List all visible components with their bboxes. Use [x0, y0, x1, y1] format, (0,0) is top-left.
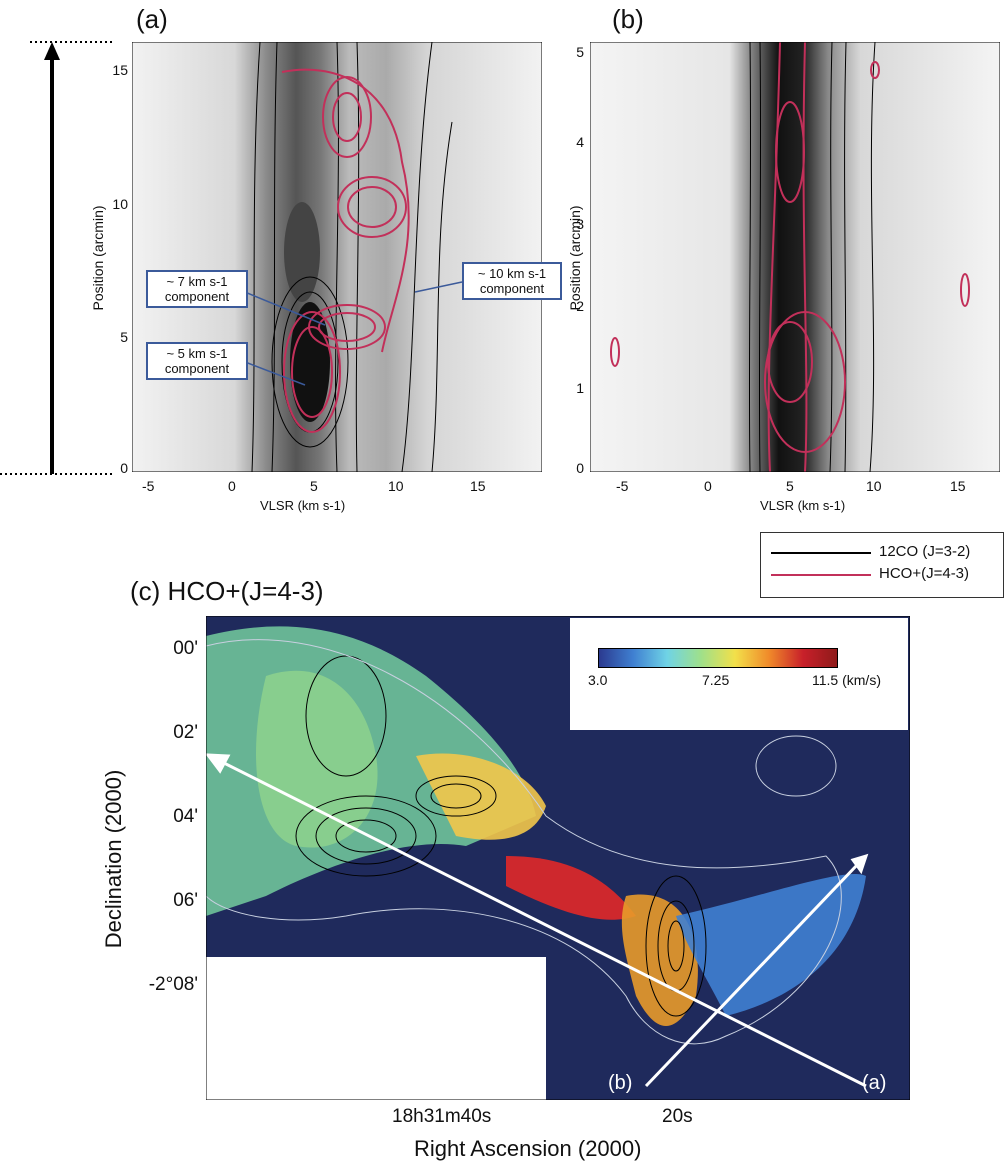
tick-label: -2°08'	[148, 974, 198, 995]
panel-a-plot	[132, 42, 542, 472]
position-arrow	[0, 41, 115, 475]
tick-label: 10	[866, 478, 882, 494]
tick-label: 15	[950, 478, 966, 494]
legend-swatch	[771, 574, 871, 576]
panel-b-x-ticks: -5 0 5 10 15	[590, 478, 1000, 496]
panel-a-x-label: VLSR (km s-1)	[260, 498, 346, 513]
tick-label: 3	[576, 216, 584, 232]
tick-label: 00'	[173, 638, 198, 659]
tick-label: 1	[576, 380, 584, 396]
callout-10kms: ~ 10 km s-1 component	[462, 262, 562, 300]
callout-line1: ~ 10 km s-1	[477, 266, 547, 281]
callout-leaders	[239, 281, 463, 386]
tick-label: 5	[120, 329, 128, 345]
panel-b-y-ticks: 0 1 2 3 4 5	[568, 42, 584, 476]
colorbar-panel: 3.0 7.25 11.5 (km/s)	[570, 618, 908, 730]
legend-label: HCO+(J=4-3)	[879, 565, 970, 582]
callout-line2: component	[479, 281, 545, 296]
tick-label: 2	[576, 298, 584, 314]
tick-label: 0	[576, 460, 584, 476]
callout-line2: component	[164, 289, 230, 304]
arrow-label-b: (b)	[608, 1072, 633, 1094]
colorbar-mid: 7.25	[702, 672, 730, 688]
tick-label: 02'	[173, 722, 198, 743]
panel-b-y-label: Position (arcmin)	[567, 205, 583, 311]
tick-label: 5	[576, 44, 584, 60]
line-legend: 12CO (J=3-2) HCO+(J=4-3)	[760, 532, 1004, 598]
tick-label: 15	[112, 62, 128, 78]
colorbar	[598, 648, 838, 668]
callout-line2: component	[164, 361, 230, 376]
tick-label: 15	[470, 478, 486, 494]
panel-a-x-ticks: -5 0 5 10 15	[132, 478, 542, 496]
panel-a-y-ticks: 0 5 10 15	[112, 42, 128, 476]
tick-label: 0	[704, 478, 712, 494]
arrow-label-a: (a)	[862, 1072, 887, 1094]
panel-b-x-label: VLSR (km s-1)	[760, 498, 846, 513]
tick-label: 10	[112, 196, 128, 212]
panel-b-label: (b)	[612, 4, 644, 34]
tick-label: 0	[120, 460, 128, 476]
callout-5kms: ~ 5 km s-1 component	[146, 342, 248, 380]
tick-label: 5	[786, 478, 794, 494]
callout-7kms: ~ 7 km s-1 component	[146, 270, 248, 308]
callout-line1: ~ 7 km s-1	[166, 274, 228, 289]
colorbar-max: 11.5 (km/s)	[812, 672, 881, 688]
callout-line1: ~ 5 km s-1	[166, 346, 228, 361]
tick-label: 06'	[173, 890, 198, 911]
panel-c-label: (c) HCO+(J=4-3)	[130, 576, 324, 606]
tick-label: 0	[228, 478, 236, 494]
panel-c-dec-ticks: 00' 02' 04' 06' -2°08'	[130, 616, 202, 1100]
tick-label: 18h31m40s	[392, 1106, 492, 1127]
tick-label: 10	[388, 478, 404, 494]
panel-c-y-label: Declination (2000)	[101, 769, 126, 949]
colorbar-min: 3.0	[588, 672, 608, 688]
tick-label: -5	[616, 478, 629, 494]
tick-label: 4	[576, 134, 584, 150]
tick-label: 5	[310, 478, 318, 494]
panel-b-plot	[590, 42, 1000, 472]
panel-c-x-label: Right Ascension (2000)	[414, 1136, 642, 1161]
panel-a-label: (a)	[136, 4, 168, 34]
tick-label: -5	[142, 478, 155, 494]
tick-label: 04'	[173, 806, 198, 827]
tick-label: 20s	[662, 1106, 693, 1127]
legend-label: 12CO (J=3-2)	[879, 543, 971, 560]
legend-swatch	[771, 552, 871, 554]
